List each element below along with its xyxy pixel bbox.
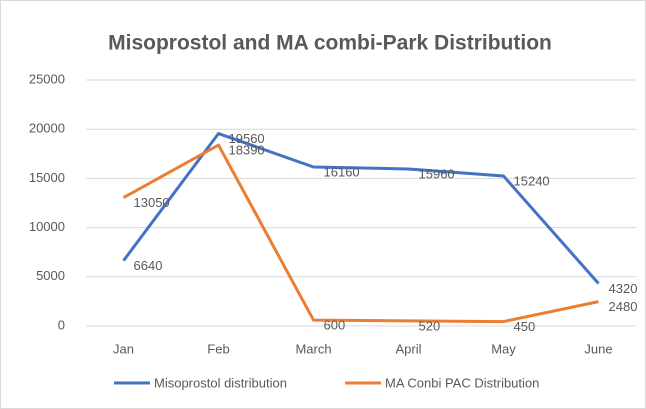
y-tick-label: 25000 (29, 71, 65, 86)
data-label: 13050 (134, 195, 170, 210)
legend-label: MA Conbi PAC Distribution (385, 375, 539, 390)
y-tick-label: 10000 (29, 219, 65, 234)
y-tick-label: 20000 (29, 121, 65, 136)
data-label: 6640 (134, 258, 163, 273)
x-tick-label: Feb (207, 341, 229, 356)
data-label: 4320 (609, 281, 638, 296)
data-label: 15960 (419, 166, 455, 181)
data-label: 16160 (324, 164, 360, 179)
data-label: 15240 (514, 173, 550, 188)
x-tick-label: Jan (113, 341, 134, 356)
data-label: 520 (419, 318, 441, 333)
y-tick-label: 5000 (36, 268, 65, 283)
x-tick-label: June (584, 341, 612, 356)
x-tick-label: March (295, 341, 331, 356)
x-tick-label: May (491, 341, 516, 356)
y-tick-label: 0 (58, 317, 65, 332)
x-tick-label: April (395, 341, 421, 356)
data-label: 2480 (609, 299, 638, 314)
y-tick-label: 15000 (29, 170, 65, 185)
data-label: 600 (324, 318, 346, 333)
chart-title: Misoprostol and MA combi-Park Distributi… (108, 32, 552, 55)
data-label: 19560 (229, 131, 265, 146)
data-label: 450 (514, 319, 536, 334)
legend-label: Misoprostol distribution (154, 375, 287, 390)
data-label: 18390 (229, 142, 265, 157)
series-line (122, 143, 599, 324)
